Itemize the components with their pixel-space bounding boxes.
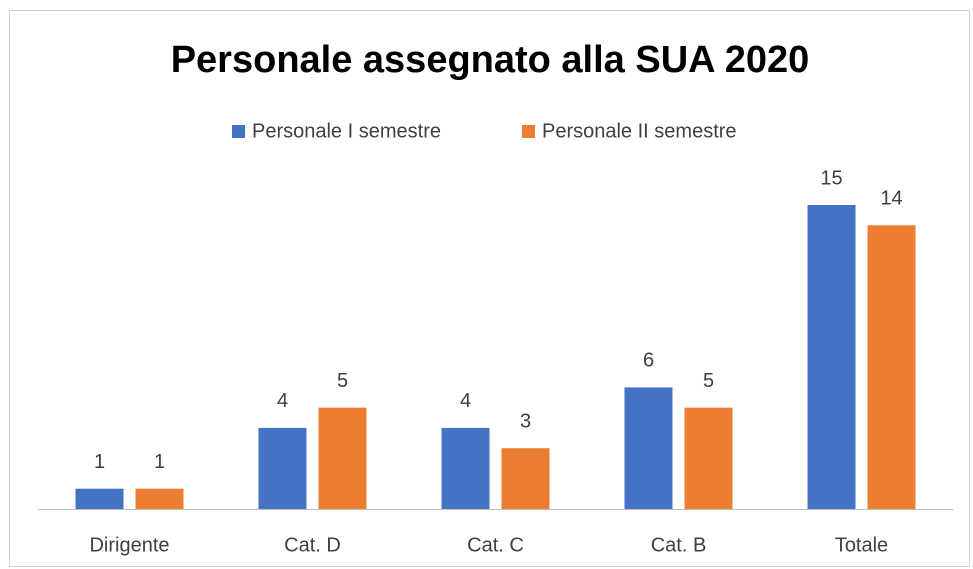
data-label: 6: [643, 350, 654, 372]
chart-title: Personale assegnato alla SUA 2020: [171, 39, 810, 81]
x-tick-label: Cat. D: [284, 534, 341, 556]
data-label: 1: [94, 451, 105, 473]
data-label: 14: [880, 188, 902, 210]
bar: [807, 205, 856, 509]
x-tick-label: Cat. C: [467, 534, 524, 556]
data-label: 5: [703, 370, 714, 392]
bar: [867, 225, 916, 509]
bar: [624, 387, 673, 509]
bar: [135, 488, 184, 509]
bar: [318, 407, 367, 509]
legend-label: Personale II semestre: [542, 120, 737, 142]
bar: [75, 488, 124, 509]
x-tick-label: Cat. B: [651, 534, 707, 556]
data-label: 15: [820, 167, 842, 189]
legend-label: Personale I semestre: [252, 120, 441, 142]
legend-swatch: [522, 125, 535, 138]
data-label: 5: [337, 370, 348, 392]
bar: [501, 448, 550, 509]
bar: [258, 427, 307, 509]
data-label: 4: [277, 390, 288, 412]
data-label: 3: [520, 410, 531, 432]
data-label: 4: [460, 390, 471, 412]
bar: [684, 407, 733, 509]
x-tick-label: Dirigente: [89, 534, 169, 556]
x-tick-label: Totale: [835, 534, 888, 556]
data-label: 1: [154, 451, 165, 473]
legend-swatch: [232, 125, 245, 138]
bar: [441, 427, 490, 509]
